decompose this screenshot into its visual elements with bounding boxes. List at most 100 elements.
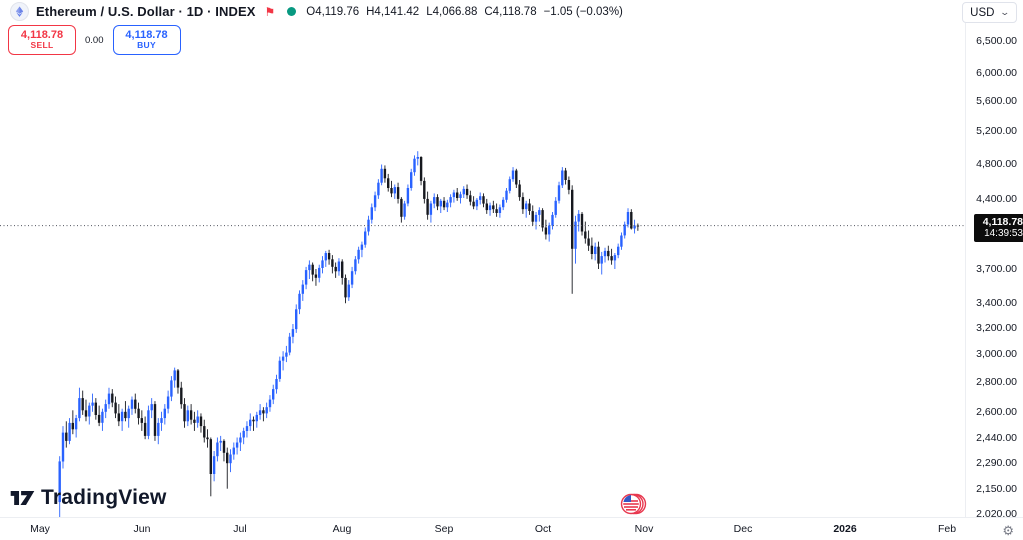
candle-body: [439, 200, 442, 207]
price-axis-tick: 6,500.00: [976, 35, 1017, 47]
time-axis-tick: May: [30, 523, 50, 535]
candle-body: [594, 246, 597, 254]
candle-body: [548, 225, 551, 235]
flag-icon[interactable]: ⚑: [264, 4, 276, 19]
candle-body: [449, 197, 452, 203]
candle-body: [334, 266, 337, 272]
currency-select[interactable]: USD ⌄: [962, 2, 1017, 23]
candle-body: [219, 440, 222, 443]
candle-body: [580, 213, 584, 232]
candle-body: [587, 238, 590, 246]
ethereum-logo-icon: [10, 2, 29, 21]
candle-body: [584, 231, 587, 239]
candle-body: [505, 190, 508, 200]
candle-body: [262, 410, 265, 414]
candle-body: [410, 172, 413, 188]
candle-body: [393, 187, 396, 194]
time-axis-tick: Feb: [937, 523, 957, 535]
tradingview-watermark-text: TradingView: [41, 486, 167, 509]
candle-body: [58, 461, 61, 503]
time-axis-tick: Oct: [534, 523, 552, 535]
candle-body: [521, 197, 525, 210]
buy-label: BUY: [137, 40, 156, 51]
candle-body: [452, 192, 456, 198]
candle-body: [176, 370, 180, 388]
candle-body: [275, 379, 278, 390]
candle-body: [344, 277, 347, 298]
candle-body: [318, 267, 321, 278]
candle-body: [502, 199, 505, 208]
candle-body: [120, 411, 124, 422]
candle-body: [525, 203, 528, 210]
trade-panel: 4,118.78 SELL 0.00 4,118.78 BUY: [8, 25, 181, 55]
currency-select-value: USD: [970, 6, 995, 19]
time-axis-tick: Jul: [233, 523, 247, 535]
candle-body: [544, 227, 548, 235]
chart-canvas[interactable]: [0, 0, 965, 518]
candle-body: [78, 398, 81, 419]
candle-body: [413, 158, 416, 173]
candle-body: [203, 426, 206, 438]
candle-body: [456, 192, 459, 198]
candle-body: [571, 189, 574, 249]
candle-body: [163, 408, 166, 419]
candle-body: [607, 250, 610, 257]
time-axis-tick: Aug: [332, 523, 352, 535]
candle-body: [127, 408, 130, 419]
candle-body: [380, 168, 383, 183]
candle-body: [252, 419, 255, 422]
candle-body: [426, 198, 429, 215]
price-axis-tick: 2,440.00: [976, 432, 1017, 444]
candle-body: [101, 411, 104, 423]
candle-body: [488, 205, 492, 211]
candle-body: [485, 203, 488, 211]
candle-body: [557, 185, 561, 201]
candle-body: [479, 196, 482, 200]
candle-body: [538, 210, 541, 215]
candle-body: [226, 452, 229, 464]
candle-body: [209, 439, 212, 474]
candle-body: [528, 203, 531, 211]
candle-body: [97, 414, 101, 423]
candle-body: [574, 221, 577, 249]
candle-body: [239, 437, 242, 443]
candle-body: [515, 170, 518, 185]
candle-body: [134, 399, 137, 409]
chart-toolbar: Ethereum / U.S. Dollar · 1D · INDEX ⚑ O4…: [0, 0, 1023, 23]
buy-button[interactable]: 4,118.78 BUY: [112, 25, 181, 55]
candle-body: [373, 195, 377, 208]
settings-gear-icon[interactable]: ⚙: [1002, 523, 1014, 538]
candle-body: [337, 261, 341, 272]
market-open-dot-icon: [287, 7, 297, 16]
candle-body: [350, 271, 354, 285]
candle-body: [518, 184, 521, 198]
price-axis[interactable]: 6,500.00 6,000.00 5,600.00 5,200.00 4,800.00…: [965, 0, 1023, 520]
sell-price: 4,118.78: [20, 28, 64, 41]
time-axis-tick: Dec: [733, 523, 753, 535]
candle-body: [186, 410, 189, 422]
candle-body: [199, 416, 203, 427]
candle-body: [104, 404, 107, 412]
candle-body: [84, 410, 88, 417]
time-axis-tick: Sep: [434, 523, 454, 535]
tradingview-watermark[interactable]: TradingView: [10, 486, 167, 510]
candle-body: [564, 170, 567, 180]
candle-body: [623, 224, 626, 236]
candle-body: [170, 380, 173, 397]
candle-body: [577, 213, 580, 222]
candle-body: [597, 246, 600, 264]
buy-price: 4,118.78: [125, 28, 168, 41]
time-axis[interactable]: May Jun Jul Aug Sep Oct Nov Dec 2026 Feb: [0, 517, 1023, 540]
candle-body: [603, 250, 607, 257]
candle-body: [370, 207, 373, 220]
candle-body: [88, 405, 91, 417]
candle-body: [551, 214, 554, 226]
candle-body: [196, 416, 199, 423]
candle-body: [396, 187, 400, 199]
candle-body: [327, 253, 331, 260]
candle-body: [416, 157, 419, 159]
sell-button[interactable]: 4,118.78 SELL: [8, 25, 76, 55]
candle-body: [492, 205, 495, 210]
symbol-title[interactable]: Ethereum / U.S. Dollar · 1D · INDEX: [36, 4, 256, 19]
candle-body: [140, 418, 143, 423]
